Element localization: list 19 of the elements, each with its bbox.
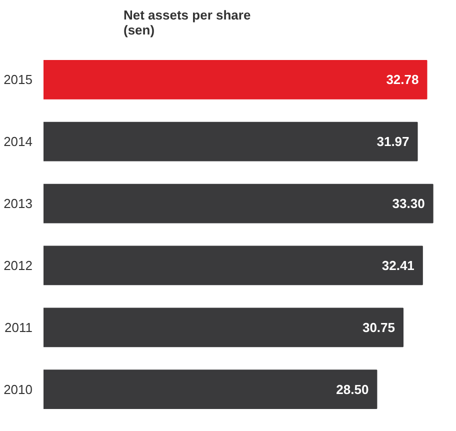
- bar: [44, 184, 434, 224]
- chart-title: Net assets per share (sen): [124, 8, 251, 38]
- y-tick-label: 2011: [4, 320, 33, 335]
- bar: [44, 370, 378, 410]
- bar: [44, 122, 418, 162]
- y-tick-label: 2012: [4, 258, 32, 273]
- bar: [44, 60, 428, 100]
- data-label: 28.50: [336, 382, 369, 397]
- y-tick-label: 2014: [4, 134, 32, 150]
- data-label: 33.30: [392, 196, 425, 212]
- y-tick-label: 2015: [4, 72, 32, 88]
- data-label: 31.97: [376, 134, 410, 150]
- y-tick-label: 2013: [4, 196, 32, 212]
- data-label: 32.78: [386, 72, 419, 88]
- data-label: 30.75: [362, 320, 396, 335]
- bar: [44, 308, 404, 348]
- data-label: 32.41: [382, 258, 414, 273]
- y-tick-label: 2010: [4, 382, 32, 397]
- bar: [44, 246, 423, 286]
